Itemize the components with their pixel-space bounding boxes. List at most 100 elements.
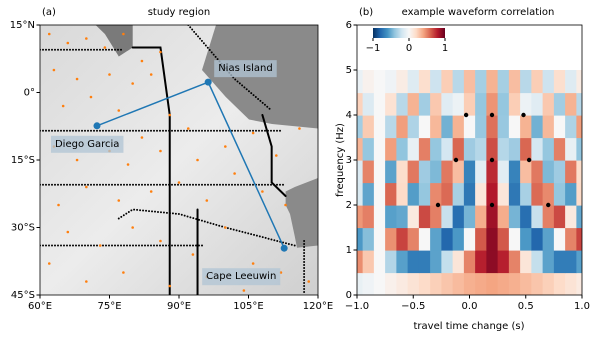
- x-tick-label: 1.0: [574, 301, 590, 312]
- heat-cell: [441, 115, 454, 139]
- data-point: [196, 158, 199, 162]
- data-point: [177, 181, 181, 184]
- heat-cell: [475, 182, 487, 206]
- heat-cell: [508, 92, 521, 116]
- heat-cell: [362, 137, 375, 161]
- heat-cell: [357, 92, 364, 116]
- heat-cell: [508, 272, 521, 295]
- heat-cell: [357, 70, 364, 94]
- heat-cell: [486, 137, 499, 161]
- heat-cell: [430, 115, 442, 139]
- data-point: [168, 284, 172, 288]
- heat-cell: [531, 182, 544, 206]
- peak-point: [435, 202, 441, 208]
- heat-cell: [396, 160, 409, 184]
- y-tick-label: 3: [346, 155, 352, 166]
- data-point: [131, 226, 134, 229]
- heat-cell: [475, 272, 487, 295]
- data-point: [186, 127, 190, 130]
- label-box: [202, 268, 281, 286]
- data-point: [47, 32, 51, 36]
- heat-cell: [542, 250, 555, 274]
- data-point: [61, 104, 65, 108]
- heat-cell: [565, 182, 577, 206]
- colorbar: [373, 28, 445, 38]
- data-point: [117, 199, 121, 202]
- heat-cell: [542, 272, 555, 295]
- data-point: [242, 289, 246, 292]
- heat-cell: [430, 70, 442, 94]
- heat-cell: [576, 227, 582, 251]
- y-tick-label: 4: [346, 110, 352, 121]
- heat-cell: [396, 272, 409, 295]
- heat-cell: [452, 227, 465, 251]
- heat-cell: [576, 250, 582, 274]
- heat-cell: [452, 250, 465, 274]
- heat-cell: [497, 92, 510, 116]
- heat-cell: [497, 272, 510, 295]
- heat-cell: [418, 205, 431, 229]
- heat-cell: [486, 250, 499, 274]
- heat-cell: [565, 227, 577, 251]
- heat-cell: [418, 92, 431, 116]
- data-point: [149, 190, 153, 193]
- heat-cell: [407, 227, 420, 251]
- heat-cell: [396, 250, 409, 274]
- heat-cell: [430, 92, 442, 116]
- data-point: [159, 239, 162, 243]
- heat-cell: [508, 137, 521, 161]
- track: [261, 114, 287, 197]
- heat-cell: [385, 92, 397, 116]
- heat-cell: [373, 272, 386, 295]
- data-point: [122, 271, 125, 274]
- data-point: [89, 95, 93, 99]
- heat-cell: [430, 182, 442, 206]
- heat-cell: [542, 92, 555, 116]
- panel-label: (b): [359, 7, 373, 18]
- data-point: [251, 262, 255, 265]
- heat-cell: [441, 92, 454, 116]
- heat-cell: [441, 137, 454, 161]
- heat-cell: [520, 272, 532, 295]
- y-tick-label: 1: [346, 245, 352, 256]
- heat-cell: [373, 115, 386, 139]
- heat-cell: [576, 182, 582, 206]
- heat-cell: [430, 227, 442, 251]
- heat-cell: [385, 272, 397, 295]
- data-point: [117, 109, 121, 112]
- heat-cell: [373, 205, 386, 229]
- heat-cell: [475, 160, 487, 184]
- label-box: [214, 60, 277, 78]
- heat-cell: [357, 205, 364, 229]
- heat-cell: [463, 115, 476, 139]
- heat-cell: [396, 182, 409, 206]
- x-tick-label: 60°E: [28, 301, 52, 312]
- heat-cell: [441, 70, 454, 94]
- heat-cell: [452, 70, 465, 94]
- data-point: [261, 190, 264, 193]
- x-tick-label: 0.0: [462, 301, 478, 312]
- heat-cell: [396, 115, 409, 139]
- heat-cell: [553, 272, 566, 295]
- data-point: [298, 127, 301, 130]
- data-point: [233, 172, 236, 175]
- heat-cell: [407, 182, 420, 206]
- x-tick-label: 90°E: [167, 301, 191, 312]
- data-point: [103, 46, 107, 49]
- heat-cell: [486, 115, 499, 139]
- heat-cell: [407, 92, 420, 116]
- heat-cell: [475, 227, 487, 251]
- heat-cell: [373, 70, 386, 94]
- heat-cell: [486, 92, 499, 116]
- data-point: [224, 226, 227, 229]
- heat-cell: [452, 205, 465, 229]
- heat-cell: [542, 70, 555, 94]
- heat-cell: [553, 92, 566, 116]
- heat-cell: [396, 70, 409, 94]
- heat-cell: [520, 115, 532, 139]
- peak-point: [521, 112, 526, 118]
- heat-cell: [553, 227, 566, 251]
- heat-cell: [486, 205, 499, 229]
- panel-title: study region: [148, 7, 211, 18]
